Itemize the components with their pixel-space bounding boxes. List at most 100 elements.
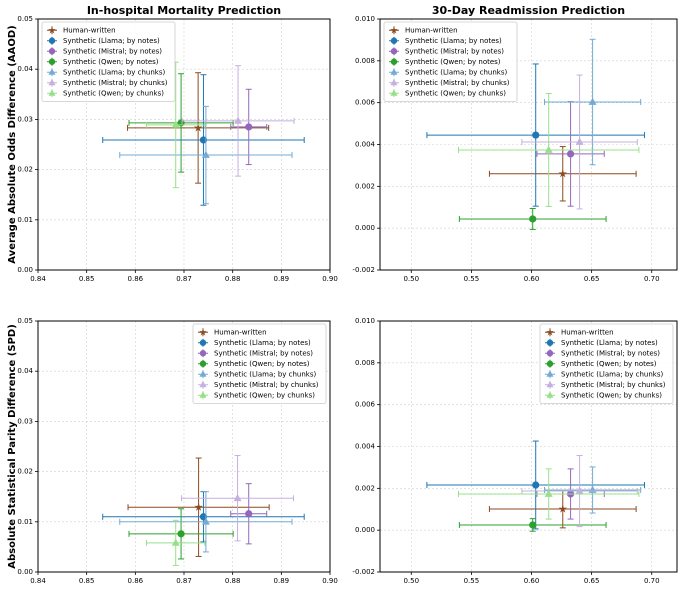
- x-tick-label: 0.85: [79, 577, 95, 585]
- marker-circle: [546, 360, 554, 367]
- x-tick-label: 0.87: [176, 275, 192, 283]
- x-tick-label: 0.85: [79, 275, 95, 283]
- marker-circle: [390, 58, 398, 65]
- y-tick-label: -0.002: [352, 266, 375, 274]
- y-tick-label: 0.006: [355, 99, 376, 107]
- marker-triangle: [199, 370, 207, 377]
- x-tick-label: 0.55: [464, 275, 480, 283]
- legend-label: Synthetic (Qwen; by chunks): [63, 89, 164, 97]
- y-axis-label: Average Absolute Odds Difference (AAOD): [7, 25, 18, 263]
- x-tick-label: 0.60: [524, 577, 540, 585]
- legend-label: Synthetic (Llama; by notes): [214, 339, 311, 347]
- y-tick-label: 0.05: [17, 15, 33, 23]
- marker-circle: [199, 136, 208, 144]
- marker-triangle: [201, 150, 210, 158]
- marker-triangle: [546, 370, 554, 377]
- marker-triangle: [544, 145, 553, 153]
- marker-circle: [532, 481, 540, 489]
- marker-triangle: [171, 120, 180, 128]
- y-tick-label: 0.000: [355, 526, 375, 534]
- y-tick-label: 0.000: [355, 224, 375, 232]
- axes-frame: [379, 18, 678, 271]
- legend-label: Synthetic (Qwen; by chunks): [561, 391, 662, 399]
- marker-circle: [48, 37, 56, 44]
- legend-label: Synthetic (Mistral; by chunks): [405, 79, 510, 87]
- marker-star: [199, 328, 207, 336]
- legend-label: Synthetic (Llama; by chunks): [561, 370, 664, 378]
- y-tick-label: 0.010: [355, 15, 375, 23]
- x-tick-label: 0.87: [176, 577, 192, 585]
- y-tick-label: 0.03: [17, 417, 33, 425]
- y-tick-label: 0.008: [355, 359, 375, 367]
- x-tick-label: 0.65: [584, 275, 600, 283]
- legend: Human-written Synthetic (Llama; by notes)…: [539, 323, 674, 404]
- marker-circle: [48, 58, 56, 65]
- marker-star: [193, 123, 203, 132]
- legend-label: Human-written: [214, 328, 267, 336]
- panel: 0.50 0.55 0.60 0.65 0.70 -0.002 0.000 0.002 0.00…: [352, 317, 678, 585]
- y-tick-label: 0.01: [17, 518, 33, 526]
- legend-box: [41, 21, 176, 102]
- panel: 0.50 0.55 0.60 0.65 0.70 -0.002 0.000 0.002 0.00…: [352, 4, 678, 283]
- marker-star: [194, 502, 203, 511]
- legend-label: Human-written: [561, 328, 614, 336]
- x-tick-label: 0.70: [644, 275, 660, 283]
- x-tick-label: 0.84: [30, 577, 46, 585]
- marker-star: [390, 26, 398, 34]
- legend-label: Synthetic (Llama; by chunks): [214, 370, 317, 378]
- y-tick-label: -0.002: [352, 568, 375, 576]
- legend: Human-written Synthetic (Llama; by notes)…: [383, 21, 518, 102]
- marker-triangle: [201, 517, 210, 525]
- axes-frame: [37, 320, 331, 573]
- marker-circle: [245, 510, 253, 518]
- legend-label: Synthetic (Mistral; by notes): [405, 47, 504, 55]
- legend-label: Synthetic (Qwen; by notes): [214, 360, 310, 368]
- legend-label: Synthetic (Mistral; by notes): [63, 47, 162, 55]
- plot-area: [426, 440, 646, 532]
- legend: Human-written Synthetic (Llama; by notes)…: [41, 21, 176, 102]
- legend-label: Synthetic (Mistral; by notes): [561, 349, 660, 357]
- marker-triangle: [234, 116, 242, 124]
- legend-label: Synthetic (Qwen; by notes): [405, 58, 501, 66]
- marker-triangle: [390, 89, 398, 96]
- marker-triangle: [588, 485, 597, 493]
- marker-triangle: [575, 486, 584, 494]
- marker-circle: [390, 37, 398, 44]
- legend-label: Synthetic (Mistral; by chunks): [63, 79, 168, 87]
- y-tick-label: 0.010: [355, 317, 375, 325]
- y-tick-label: 0.02: [17, 468, 33, 476]
- y-tick-label: 0.004: [355, 443, 376, 451]
- plot-area: [102, 455, 305, 566]
- marker-circle: [529, 215, 537, 223]
- x-tick-label: 0.90: [322, 275, 338, 283]
- panel-title: In-hospital Mortality Prediction: [87, 4, 281, 17]
- y-tick-label: 0.02: [17, 166, 33, 174]
- x-tick-label: 0.86: [128, 275, 144, 283]
- marker-circle: [529, 521, 537, 529]
- marker-circle: [566, 150, 575, 158]
- marker-circle: [199, 513, 208, 521]
- x-tick-label: 0.89: [274, 275, 290, 283]
- y-tick-label: 0.00: [17, 266, 33, 274]
- marker-circle: [532, 131, 540, 139]
- marker-triangle: [48, 89, 56, 96]
- x-tick-label: 0.88: [225, 275, 241, 283]
- marker-circle: [199, 339, 207, 346]
- legend-label: Human-written: [405, 26, 458, 34]
- y-tick-label: 0.00: [17, 568, 33, 576]
- x-tick-label: 0.86: [128, 577, 144, 585]
- marker-triangle: [544, 489, 553, 497]
- marker-triangle: [575, 137, 584, 145]
- marker-triangle: [546, 391, 554, 398]
- marker-star: [546, 328, 554, 336]
- legend-label: Synthetic (Mistral; by notes): [214, 349, 313, 357]
- y-axis-label: Absolute Statistical Parity Difference (…: [7, 324, 18, 569]
- legend-label: Synthetic (Qwen; by notes): [63, 58, 159, 66]
- marker-circle: [199, 350, 207, 357]
- x-tick-label: 0.50: [403, 275, 419, 283]
- marker-triangle: [233, 493, 242, 502]
- x-tick-label: 0.90: [322, 577, 338, 585]
- legend-label: Synthetic (Qwen; by chunks): [405, 89, 506, 97]
- legend-label: Synthetic (Llama; by notes): [405, 37, 502, 45]
